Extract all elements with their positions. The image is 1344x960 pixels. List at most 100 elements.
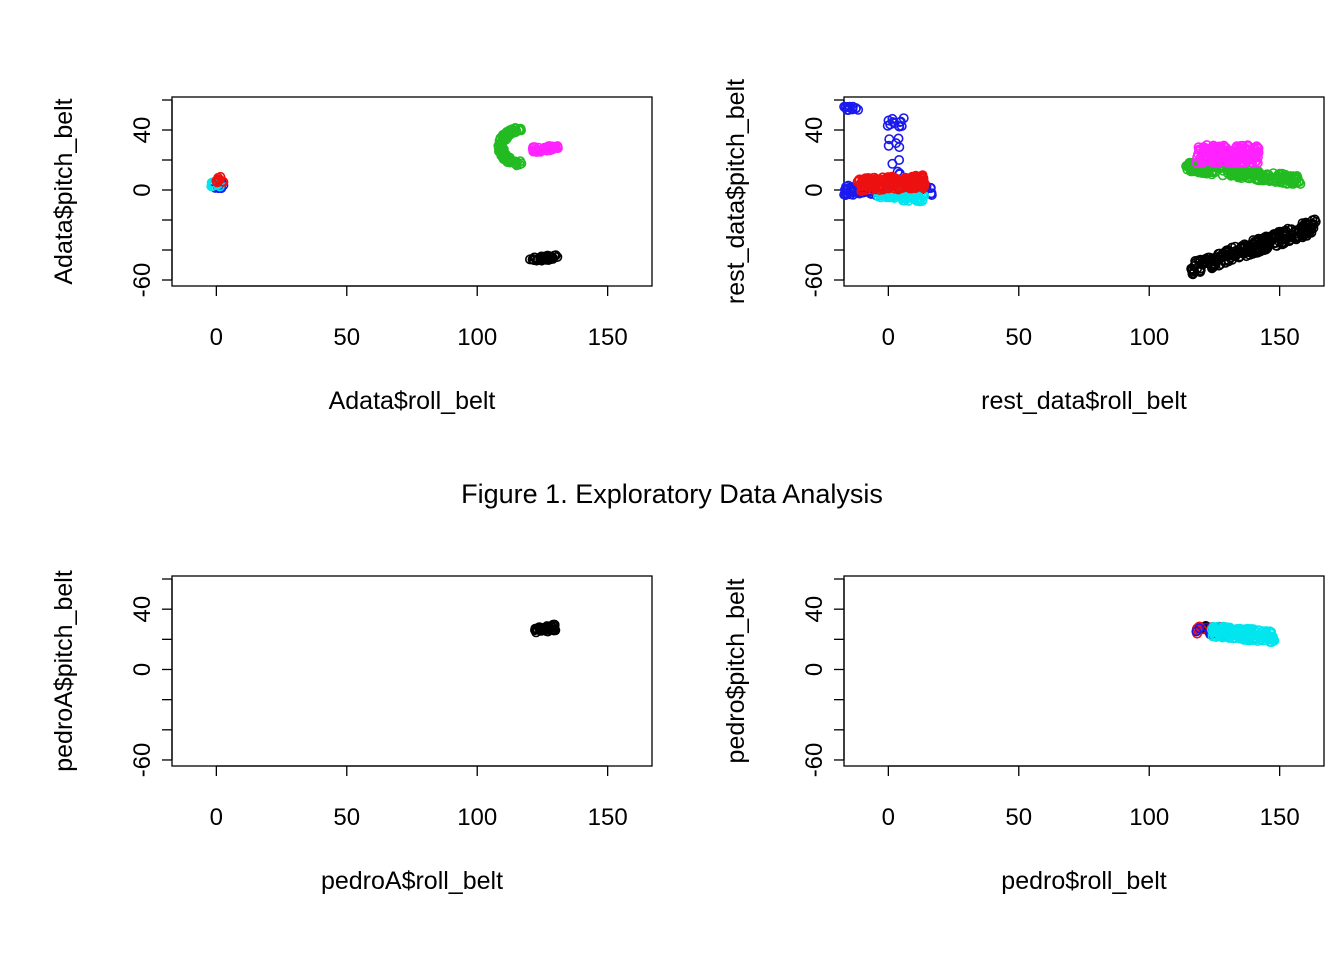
data-point bbox=[1220, 251, 1231, 262]
data-point bbox=[1249, 245, 1260, 256]
data-points bbox=[206, 123, 563, 266]
data-point bbox=[1214, 248, 1225, 259]
data-point bbox=[1243, 245, 1254, 256]
x-tick-label: 50 bbox=[333, 804, 360, 831]
point-cluster-cyan bbox=[1206, 621, 1280, 648]
point-cluster-black bbox=[1186, 214, 1321, 280]
x-tick-label: 0 bbox=[882, 804, 895, 831]
point-cluster-blue bbox=[883, 133, 905, 180]
point-cluster-magenta bbox=[527, 141, 563, 157]
data-point bbox=[875, 180, 886, 191]
data-point bbox=[1289, 178, 1300, 189]
data-point bbox=[1194, 623, 1205, 634]
figure-title: Figure 1. Exploratory Data Analysis bbox=[461, 479, 883, 509]
data-point bbox=[1307, 215, 1318, 226]
y-tick-label: 40 bbox=[129, 596, 156, 623]
scatter-panel-2: 0 50 100 150 -60 40 0 rest_data$roll_belt rest_d… bbox=[722, 79, 1325, 415]
data-point bbox=[1262, 169, 1273, 180]
data-point bbox=[1225, 623, 1236, 634]
data-point bbox=[1291, 228, 1302, 239]
data-point bbox=[1253, 625, 1264, 636]
data-point bbox=[498, 144, 509, 155]
data-points bbox=[1191, 620, 1280, 648]
data-point bbox=[1262, 243, 1273, 254]
point-cluster-black bbox=[524, 250, 563, 266]
data-point bbox=[1291, 225, 1302, 236]
data-point bbox=[529, 142, 540, 153]
data-point bbox=[1202, 167, 1213, 178]
point-cluster-red bbox=[211, 171, 229, 188]
data-point bbox=[1224, 157, 1235, 168]
y-axis: -60 40 0 bbox=[801, 99, 845, 298]
data-point bbox=[882, 172, 893, 183]
y-axis-title: pedro$pitch_belt bbox=[722, 579, 750, 764]
x-tick-label: 50 bbox=[333, 324, 360, 351]
data-point bbox=[514, 123, 525, 134]
x-tick-label: 150 bbox=[588, 804, 628, 831]
data-point bbox=[541, 252, 552, 263]
y-axis-title: rest_data$pitch_belt bbox=[722, 79, 750, 304]
y-tick-label: 40 bbox=[129, 117, 156, 144]
data-point bbox=[1250, 149, 1261, 160]
data-point bbox=[1251, 143, 1262, 154]
point-cluster-blue bbox=[839, 101, 864, 116]
data-point bbox=[1236, 167, 1247, 178]
data-points bbox=[529, 619, 561, 638]
data-point bbox=[1208, 155, 1219, 166]
data-point bbox=[527, 143, 538, 154]
x-axis: 0 50 100 150 bbox=[882, 285, 1300, 351]
data-point bbox=[530, 146, 541, 157]
data-point bbox=[1247, 629, 1258, 640]
data-point bbox=[910, 177, 921, 188]
data-point bbox=[1208, 261, 1219, 272]
data-point bbox=[524, 254, 535, 265]
data-point bbox=[1295, 178, 1306, 189]
data-point bbox=[211, 176, 222, 187]
data-point bbox=[1214, 251, 1225, 262]
y-tick-label: -60 bbox=[801, 263, 828, 298]
data-point bbox=[1257, 242, 1268, 253]
data-point bbox=[1236, 141, 1247, 152]
x-tick-label: 100 bbox=[457, 324, 497, 351]
y-tick-label: 0 bbox=[129, 183, 156, 196]
data-point bbox=[1278, 227, 1289, 238]
data-point bbox=[498, 130, 509, 141]
data-point bbox=[505, 157, 516, 168]
data-point bbox=[1268, 229, 1279, 240]
data-point bbox=[909, 194, 920, 205]
data-point bbox=[1235, 627, 1246, 638]
data-point bbox=[894, 142, 905, 153]
x-tick-label: 0 bbox=[210, 324, 223, 351]
x-tick-label: 50 bbox=[1005, 804, 1032, 831]
data-point bbox=[867, 175, 878, 186]
data-point bbox=[1198, 152, 1209, 163]
plot-frame bbox=[171, 575, 653, 767]
y-tick-label: 40 bbox=[801, 117, 828, 144]
x-axis: 0 50 100 150 bbox=[210, 285, 628, 351]
data-point bbox=[497, 131, 508, 142]
data-point bbox=[1243, 165, 1254, 176]
point-cluster-red bbox=[852, 170, 930, 197]
data-point bbox=[840, 102, 851, 113]
data-point bbox=[877, 182, 888, 193]
data-point bbox=[1242, 240, 1253, 251]
data-point bbox=[1207, 145, 1218, 156]
x-tick-label: 100 bbox=[1129, 324, 1169, 351]
x-tick-label: 100 bbox=[457, 804, 497, 831]
scatter-panel-4: 0 50 100 150 -60 40 0 pedro$roll_belt pedro$pitc… bbox=[722, 575, 1325, 895]
data-point bbox=[1297, 227, 1308, 238]
point-cluster-blue bbox=[882, 113, 909, 132]
data-point bbox=[883, 140, 894, 151]
data-point bbox=[1230, 157, 1241, 168]
y-axis: -60 40 0 bbox=[801, 578, 845, 777]
plot-frame bbox=[843, 575, 1325, 767]
data-point bbox=[1263, 631, 1274, 642]
plot-frame bbox=[171, 96, 653, 287]
data-point bbox=[1200, 257, 1211, 268]
data-point bbox=[853, 104, 864, 115]
data-point bbox=[1284, 236, 1295, 247]
y-tick-label: 0 bbox=[129, 663, 156, 676]
data-point bbox=[910, 171, 921, 182]
data-point bbox=[217, 176, 228, 187]
